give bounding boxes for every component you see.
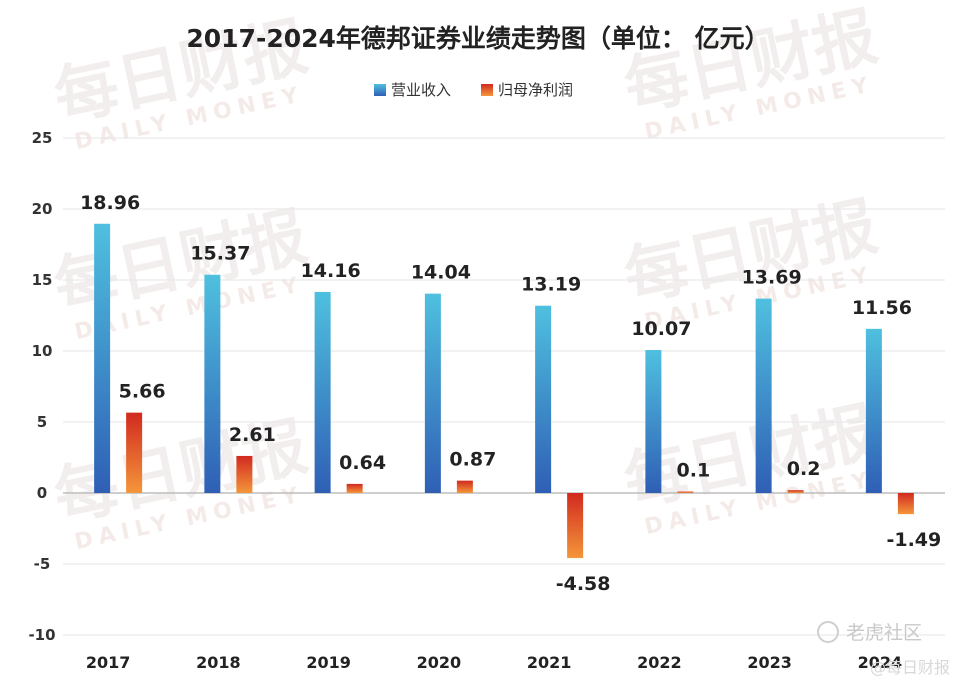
- data-label-revenue-2018: 15.37: [190, 243, 250, 265]
- bar-revenue-2023: [755, 298, 772, 493]
- source-mark: @每日财报: [870, 658, 950, 677]
- bars: [94, 223, 914, 559]
- bar-profit-2021: [567, 493, 584, 559]
- data-label-profit-2017: 5.66: [119, 381, 166, 403]
- community-mark: 老虎社区: [846, 622, 922, 644]
- data-label-revenue-2021: 13.19: [521, 274, 581, 296]
- legend-swatch-profit: [481, 84, 493, 96]
- data-label-profit-2019: 0.64: [339, 452, 386, 474]
- y-tick-label: 20: [32, 200, 53, 218]
- y-tick-label: 0: [37, 484, 47, 502]
- bar-profit-2019: [346, 483, 363, 493]
- x-tick-label-2022: 2022: [637, 653, 682, 672]
- data-label-profit-2021: -4.58: [556, 573, 611, 595]
- y-tick-label: -5: [34, 555, 51, 573]
- bar-profit-2018: [236, 455, 253, 493]
- y-tick-label: 25: [32, 129, 53, 147]
- y-tick-label: 5: [37, 413, 47, 431]
- bar-revenue-2020: [424, 293, 441, 493]
- data-label-profit-2022: 0.1: [677, 460, 711, 482]
- corner-marks: 老虎社区 @每日财报: [817, 621, 950, 677]
- bar-profit-2022: [677, 491, 694, 493]
- bar-revenue-2019: [314, 291, 331, 493]
- bar-profit-2017: [126, 412, 143, 493]
- data-label-profit-2020: 0.87: [449, 449, 496, 471]
- bar-profit-2024: [897, 493, 914, 515]
- y-tick-label: -10: [28, 626, 55, 644]
- bar-revenue-2018: [204, 274, 221, 493]
- bar-revenue-2017: [94, 223, 111, 493]
- y-axis-ticks: 25 20 15 10 5 0 -5 -10: [28, 129, 55, 644]
- bar-revenue-2024: [865, 328, 882, 493]
- chart-title: 2017-2024年德邦证券业绩走势图（单位： 亿元）: [186, 24, 769, 53]
- data-label-revenue-2020: 14.04: [411, 262, 471, 284]
- legend-swatch-revenue: [374, 84, 386, 96]
- x-tick-label-2017: 2017: [86, 653, 131, 672]
- bar-profit-2023: [787, 490, 804, 493]
- legend-label-revenue: 营业收入: [391, 81, 451, 99]
- bar-revenue-2021: [535, 305, 552, 493]
- y-tick-label: 15: [32, 271, 53, 289]
- bar-profit-2020: [456, 480, 473, 493]
- x-axis-ticks: 2017 2018 2019 2020 2021 2022 2023 2024: [86, 653, 902, 672]
- data-label-profit-2024: -1.49: [886, 529, 941, 551]
- data-label-revenue-2019: 14.16: [301, 260, 361, 282]
- x-tick-label-2023: 2023: [747, 653, 792, 672]
- legend: 营业收入 归母净利润: [374, 81, 573, 99]
- legend-label-profit: 归母净利润: [498, 81, 573, 99]
- bar-revenue-2022: [645, 350, 662, 493]
- x-tick-label-2024: 2024: [858, 653, 903, 672]
- data-label-profit-2018: 2.61: [229, 424, 276, 446]
- y-tick-label: 10: [32, 342, 53, 360]
- x-tick-label-2020: 2020: [417, 653, 462, 672]
- data-label-revenue-2023: 13.69: [742, 267, 802, 289]
- tiger-logo-icon: [817, 621, 839, 643]
- x-tick-label-2019: 2019: [306, 653, 351, 672]
- data-label-revenue-2024: 11.56: [852, 297, 912, 319]
- data-labels: 18.96 5.66 15.37 2.61 14.16 0.64 14.04 0.87 13.1…: [80, 192, 941, 595]
- data-label-revenue-2022: 10.07: [631, 318, 691, 340]
- x-tick-label-2018: 2018: [196, 653, 241, 672]
- data-label-revenue-2017: 18.96: [80, 192, 140, 214]
- data-label-profit-2023: 0.2: [787, 458, 821, 480]
- x-tick-label-2021: 2021: [527, 653, 572, 672]
